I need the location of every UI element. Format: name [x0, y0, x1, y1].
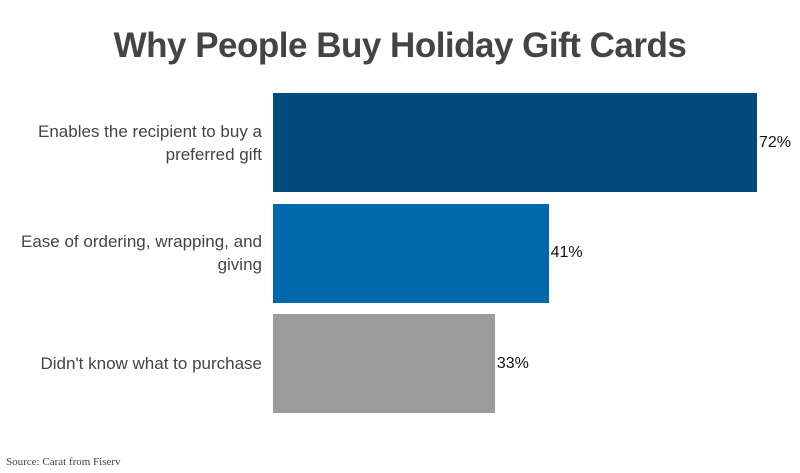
value-label: 72%	[759, 133, 792, 151]
bar	[273, 93, 757, 192]
category-label: Ease of ordering, wrapping, and giving	[21, 232, 262, 274]
bar	[273, 203, 549, 303]
value-label: 41%	[550, 244, 583, 261]
bar	[273, 314, 495, 413]
chart-title: Why People Buy Holiday Gift Cards	[113, 26, 687, 65]
value-label: 33%	[496, 354, 529, 372]
source: Source: Carat from Fiserv	[6, 456, 121, 468]
category-label: Didn't know what to purchase	[40, 354, 262, 373]
category-label: Enables the recipient to buy a preferred…	[38, 121, 262, 164]
